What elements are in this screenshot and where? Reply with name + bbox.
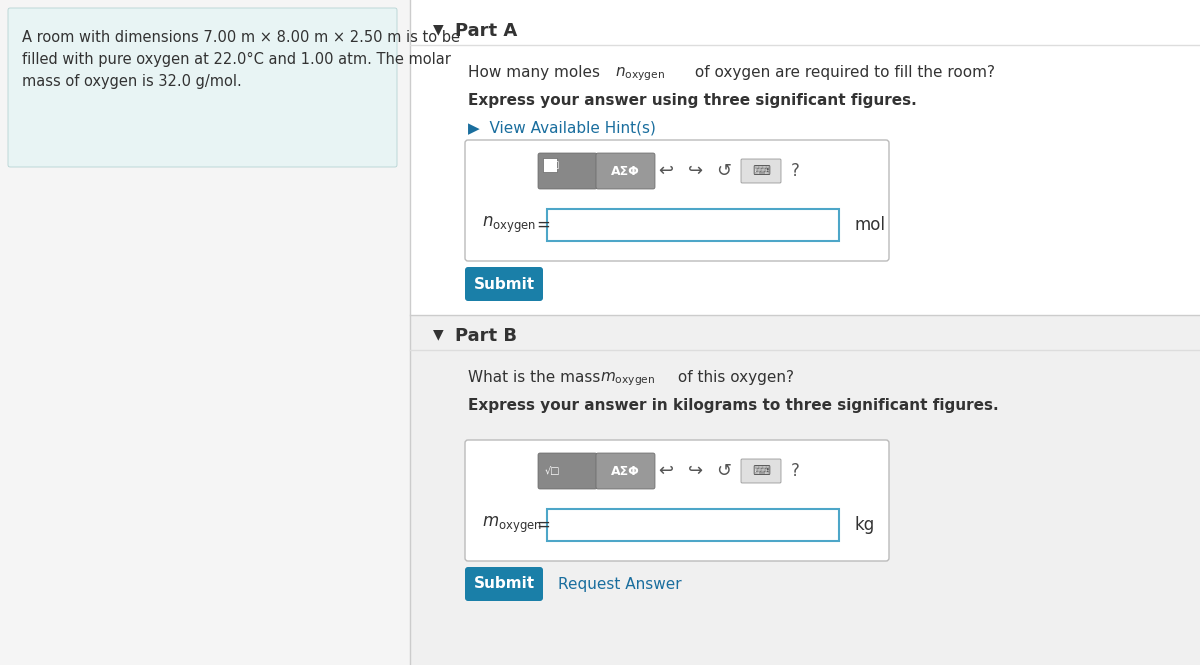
Text: Express your answer using three significant figures.: Express your answer using three signific…: [468, 93, 917, 108]
FancyBboxPatch shape: [538, 453, 598, 489]
Text: =: =: [536, 516, 550, 534]
Text: ▶  View Available Hint(s): ▶ View Available Hint(s): [468, 120, 656, 135]
FancyBboxPatch shape: [466, 140, 889, 261]
Text: ΑΣΦ: ΑΣΦ: [611, 464, 640, 477]
Text: Submit: Submit: [474, 577, 534, 591]
Bar: [542, 158, 557, 172]
FancyBboxPatch shape: [547, 209, 839, 241]
FancyBboxPatch shape: [538, 153, 598, 189]
Text: √□: √□: [545, 160, 559, 170]
Text: Express your answer in kilograms to three significant figures.: Express your answer in kilograms to thre…: [468, 398, 998, 413]
FancyBboxPatch shape: [8, 8, 397, 167]
Text: Submit: Submit: [474, 277, 534, 291]
Text: ▼: ▼: [433, 327, 444, 341]
Text: ?: ?: [791, 162, 799, 180]
FancyBboxPatch shape: [547, 509, 839, 541]
Text: kg: kg: [854, 516, 875, 534]
Text: √□: √□: [545, 466, 559, 476]
Text: of oxygen are required to fill the room?: of oxygen are required to fill the room?: [690, 65, 995, 80]
Text: ↪: ↪: [689, 462, 703, 480]
Text: mol: mol: [854, 216, 886, 234]
Text: ↺: ↺: [716, 162, 732, 180]
FancyBboxPatch shape: [466, 267, 542, 301]
Text: Request Answer: Request Answer: [558, 577, 682, 591]
Text: =: =: [536, 216, 550, 234]
Text: ↺: ↺: [716, 462, 732, 480]
Text: How many moles: How many moles: [468, 65, 605, 80]
Text: ⌨: ⌨: [752, 464, 770, 477]
Text: ▼: ▼: [433, 22, 444, 36]
FancyBboxPatch shape: [596, 453, 655, 489]
Bar: [410, 0, 1200, 315]
Text: $m_\mathrm{oxygen}$: $m_\mathrm{oxygen}$: [600, 370, 655, 388]
FancyBboxPatch shape: [742, 459, 781, 483]
Text: ↩: ↩: [659, 462, 673, 480]
Text: ↪: ↪: [689, 162, 703, 180]
Text: $n_\mathrm{oxygen}$: $n_\mathrm{oxygen}$: [482, 215, 536, 235]
Text: ⌨: ⌨: [752, 164, 770, 178]
Text: What is the mass: What is the mass: [468, 370, 605, 385]
Text: Part A: Part A: [455, 22, 517, 40]
Text: $m_\mathrm{oxygen}$: $m_\mathrm{oxygen}$: [482, 515, 542, 535]
Text: ΑΣΦ: ΑΣΦ: [611, 164, 640, 178]
Text: ↩: ↩: [659, 162, 673, 180]
FancyBboxPatch shape: [742, 159, 781, 183]
Text: Part B: Part B: [455, 327, 517, 345]
Bar: [410, 315, 1200, 665]
FancyBboxPatch shape: [596, 153, 655, 189]
Text: $n_\mathrm{oxygen}$: $n_\mathrm{oxygen}$: [616, 65, 665, 82]
Text: of this oxygen?: of this oxygen?: [673, 370, 794, 385]
FancyBboxPatch shape: [466, 567, 542, 601]
Text: ?: ?: [791, 462, 799, 480]
FancyBboxPatch shape: [466, 440, 889, 561]
Text: A room with dimensions 7.00 m × 8.00 m × 2.50 m is to be
filled with pure oxygen: A room with dimensions 7.00 m × 8.00 m ×…: [22, 30, 460, 89]
